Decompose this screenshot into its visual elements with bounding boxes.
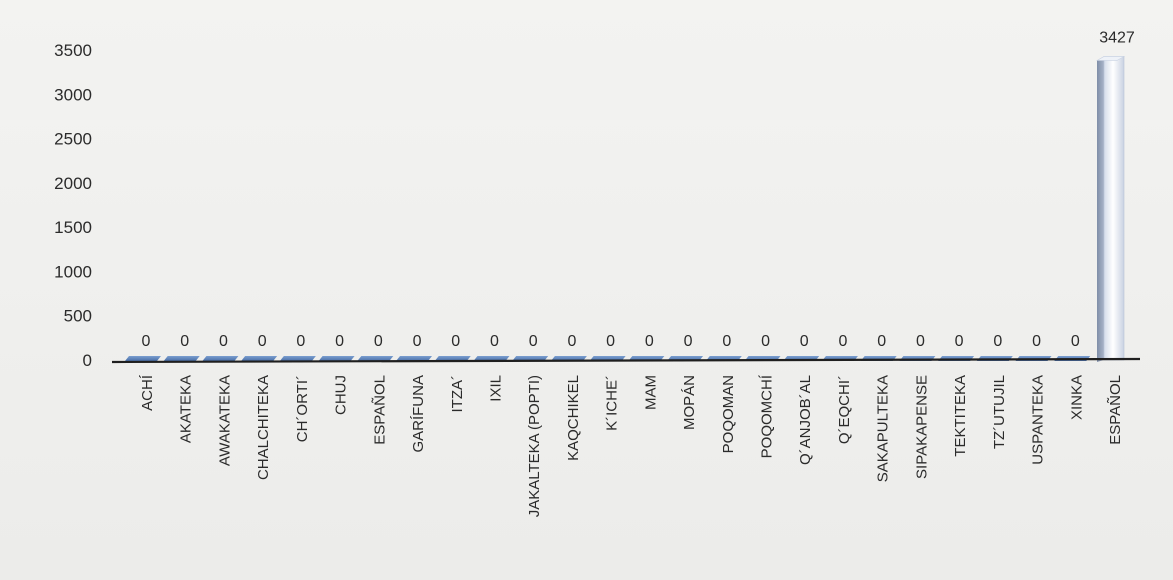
y-tick-label: 1000 [54, 262, 92, 281]
bar-side [1097, 56, 1104, 363]
x-tick-label: TZ´UTUJIL [991, 375, 1008, 449]
y-tick-label: 500 [64, 307, 92, 326]
y-tick-label: 3000 [54, 85, 92, 104]
data-label: 0 [606, 333, 615, 350]
x-tick-label: ITZA´ [449, 375, 466, 413]
baseline [111, 357, 1141, 364]
y-tick-label: 0 [83, 351, 92, 370]
x-tick-label: TEKTITEKA [952, 375, 969, 457]
x-axis: ACHÍ AKATEKA AWAKATEKA CHALCHITEKA CH´ORTI´ C… [139, 374, 1124, 517]
bar [125, 356, 161, 361]
x-tick-label: JAKALTEKA (POPTI) [526, 375, 543, 517]
x-tick-label: MOPÁN [681, 375, 698, 430]
bar [1103, 56, 1125, 361]
data-label: 0 [567, 333, 576, 350]
data-label: 3427 [1099, 29, 1135, 46]
data-label: 0 [916, 333, 925, 350]
x-tick-label: POQOMCHÍ [759, 374, 776, 458]
x-tick-label: ESPAÑOL [1107, 375, 1124, 445]
bar [241, 356, 278, 361]
y-tick-label: 1500 [54, 218, 92, 237]
data-label: 0 [684, 333, 693, 350]
data-label: 0 [761, 333, 770, 350]
x-tick-label: SAKAPULTEKA [875, 375, 892, 482]
data-label: 0 [180, 333, 189, 350]
x-tick-label: CHUJ [333, 375, 350, 415]
x-tick-label: XINKA [1068, 375, 1085, 420]
data-label: 0 [335, 333, 344, 350]
x-tick-label: IXIL [487, 375, 504, 402]
data-label: 0 [645, 333, 654, 350]
x-tick-label: Q´EQCHI´ [836, 375, 853, 444]
x-tick-label: ESPAÑOL [371, 375, 388, 445]
x-tick-label: SIPAKAPENSE [913, 375, 930, 479]
x-tick-label: AWAKATEKA [216, 375, 233, 466]
data-label: 0 [219, 333, 228, 350]
bars-group [125, 56, 1126, 363]
data-label: 0 [1032, 333, 1041, 350]
x-tick-label: GARÍFUNA [410, 375, 427, 453]
x-tick-label: USPANTEKA [1030, 375, 1047, 465]
bar [279, 356, 316, 361]
x-tick-label: CHALCHITEKA [255, 375, 272, 480]
y-tick-label: 2500 [54, 130, 92, 149]
data-label: 0 [839, 333, 848, 350]
data-label: 0 [374, 333, 383, 350]
y-tick-label: 3500 [54, 41, 92, 60]
data-label: 0 [451, 333, 460, 350]
data-label: 0 [993, 333, 1002, 350]
bar [357, 356, 394, 361]
y-axis: 0 500 1000 1500 2000 2500 3000 3500 [54, 41, 92, 370]
data-label: 0 [722, 333, 731, 350]
bar [473, 356, 510, 361]
data-label: 0 [529, 333, 538, 350]
x-tick-label: AKATEKA [178, 375, 195, 443]
data-label: 0 [955, 333, 964, 350]
bar [163, 356, 200, 361]
data-label: 0 [490, 333, 499, 350]
data-label: 0 [1071, 333, 1080, 350]
x-tick-label: Q´ANJOB´AL [797, 375, 814, 465]
data-label: 0 [258, 333, 267, 350]
data-labels-group: 0 0 0 0 0 0 0 0 0 0 0 0 0 0 0 0 0 0 0 0 0 0 0 0 0 3427 [142, 29, 1135, 350]
x-tick-label: K´ICHE´ [604, 375, 621, 431]
bar [202, 356, 239, 361]
x-tick-label: POQOMAN [720, 375, 737, 453]
x-tick-label: KAQCHIKEL [565, 375, 582, 461]
bar [318, 356, 355, 361]
data-label: 0 [800, 333, 809, 350]
x-tick-label: ACHÍ [139, 374, 156, 411]
data-label: 0 [296, 333, 305, 350]
data-label: 0 [877, 333, 886, 350]
bar [396, 356, 433, 361]
bar [434, 356, 471, 361]
bar-top [1095, 56, 1126, 61]
x-tick-label: MAM [642, 375, 659, 410]
x-axis-line [111, 357, 1141, 364]
data-label: 0 [413, 333, 422, 350]
x-tick-label: CH´ORTI´ [294, 375, 311, 442]
y-tick-label: 2000 [54, 174, 92, 193]
data-label: 0 [142, 333, 151, 350]
